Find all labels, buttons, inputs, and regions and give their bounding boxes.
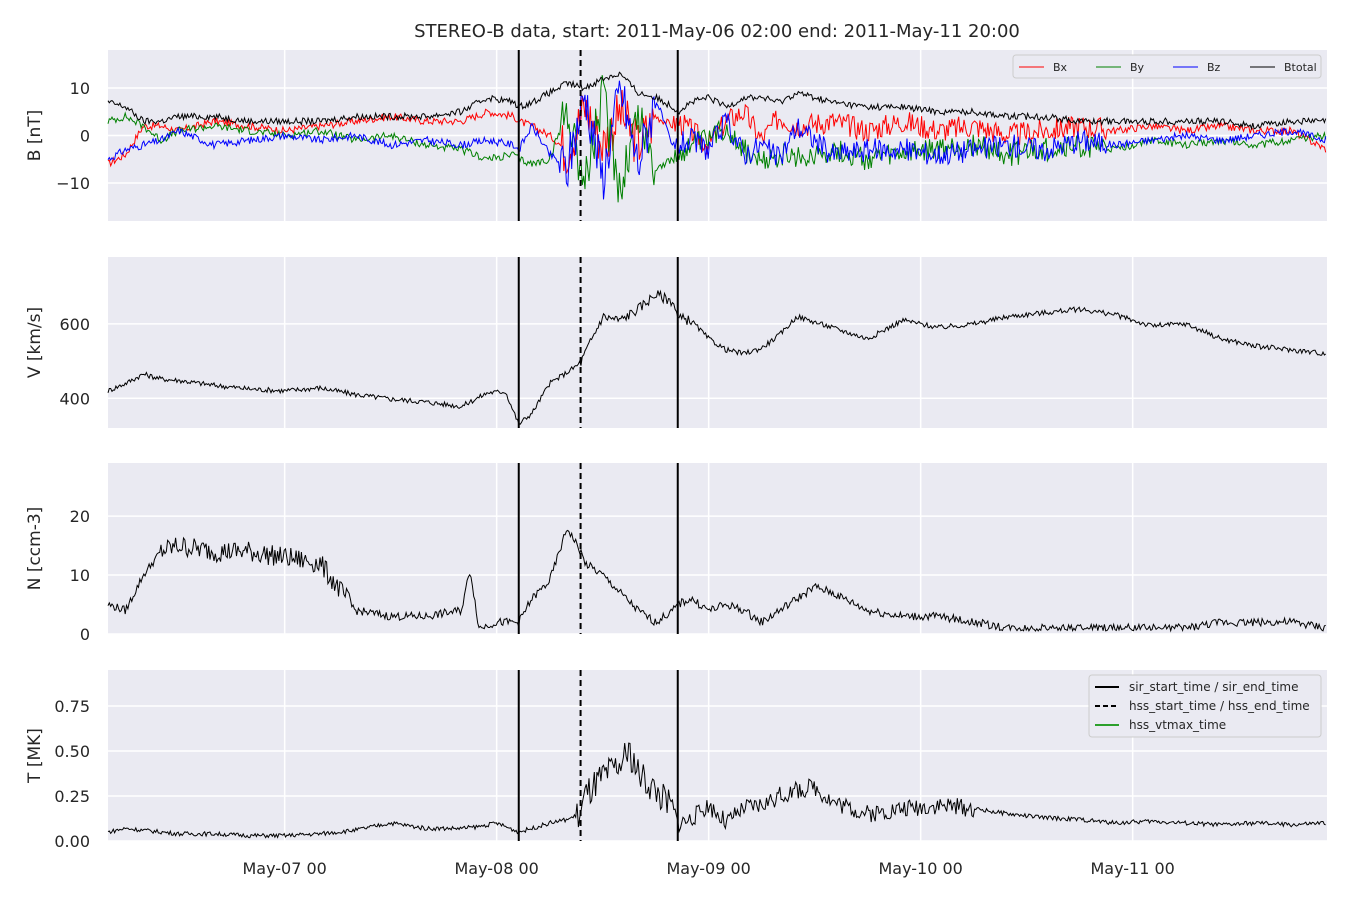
x-tick-label: May-11 00: [1090, 859, 1174, 878]
speed-panel: 600 400 V [km/s]: [25, 257, 1327, 428]
y-axis-label: B [nT]: [25, 110, 45, 162]
panel-background: [108, 463, 1327, 634]
y-tick-label: 0.50: [54, 742, 90, 761]
legend-label: Bx: [1053, 61, 1068, 74]
x-tick-label: May-10 00: [878, 859, 962, 878]
legend-label: hss_vtmax_time: [1129, 718, 1226, 732]
series-line-data: [107, 529, 1326, 633]
y-tick-label: 10: [70, 566, 90, 585]
series-line-data: [107, 289, 1327, 425]
legend-label: hss_start_time / hss_end_time: [1129, 699, 1310, 713]
y-tick-label: 0: [80, 127, 90, 146]
y-tick-label: 20: [70, 507, 90, 526]
series-line-btotal: [107, 71, 1327, 131]
chart-title: STEREO-B data, start: 2011-May-06 02:00 …: [414, 21, 1020, 42]
x-tick-label: May-09 00: [666, 859, 750, 878]
y-tick-label: 0.00: [54, 832, 90, 851]
y-tick-label: 0.25: [54, 787, 90, 806]
legend-label: sir_start_time / sir_end_time: [1129, 680, 1299, 694]
b-field-legend: Bx By Bz Btotal: [1012, 54, 1322, 79]
y-axis-label: T [MK]: [25, 728, 45, 784]
legend-label: By: [1130, 61, 1145, 74]
y-tick-label: 10: [70, 79, 90, 98]
legend-label: Btotal: [1284, 61, 1317, 74]
panels: 10 0 −10 B [nT] 600 400 V [km/s] 20 10 0 N [ccm-3]…: [25, 50, 1327, 878]
y-tick-label: 0.75: [54, 697, 90, 716]
series-line-bz: [107, 80, 1327, 200]
legend-box: [1088, 674, 1322, 738]
y-axis-label: V [km/s]: [25, 307, 45, 378]
panel-background: [108, 257, 1327, 428]
y-tick-label: −10: [56, 174, 90, 193]
event-legend: sir_start_time / sir_end_time hss_start_t…: [1088, 674, 1322, 738]
y-tick-label: 0: [80, 625, 90, 644]
x-tick-label: May-07 00: [242, 859, 326, 878]
series-line-by: [107, 75, 1327, 203]
legend-label: Bz: [1207, 61, 1221, 74]
y-axis-label: N [ccm-3]: [25, 507, 45, 591]
x-tick-label: May-08 00: [454, 859, 538, 878]
legend-box: [1012, 54, 1322, 79]
series-line-data: [107, 742, 1326, 839]
y-tick-label: 400: [59, 389, 90, 408]
y-tick-label: 600: [59, 315, 90, 334]
density-panel: 20 10 0 N [ccm-3]: [25, 463, 1327, 644]
